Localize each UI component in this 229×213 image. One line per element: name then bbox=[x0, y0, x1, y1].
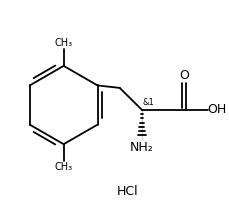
Text: CH₃: CH₃ bbox=[54, 162, 72, 172]
Text: NH₂: NH₂ bbox=[130, 141, 153, 154]
Text: CH₃: CH₃ bbox=[54, 38, 72, 48]
Text: &1: &1 bbox=[142, 98, 154, 107]
Text: HCl: HCl bbox=[116, 185, 137, 198]
Text: O: O bbox=[178, 69, 188, 82]
Text: OH: OH bbox=[207, 104, 226, 117]
